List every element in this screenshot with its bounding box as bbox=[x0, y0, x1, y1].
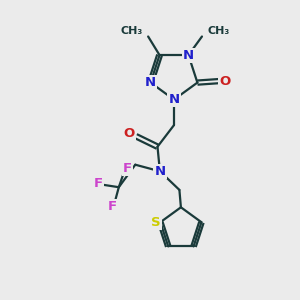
Text: N: N bbox=[145, 76, 156, 89]
Text: O: O bbox=[219, 75, 231, 88]
Text: F: F bbox=[123, 162, 132, 175]
Text: F: F bbox=[108, 200, 117, 213]
Text: CH₃: CH₃ bbox=[121, 26, 143, 36]
Text: F: F bbox=[94, 177, 103, 190]
Text: N: N bbox=[183, 49, 194, 62]
Text: O: O bbox=[124, 127, 135, 140]
Text: S: S bbox=[151, 216, 161, 229]
Text: N: N bbox=[168, 93, 180, 106]
Text: CH₃: CH₃ bbox=[207, 26, 230, 36]
Text: N: N bbox=[154, 165, 166, 178]
